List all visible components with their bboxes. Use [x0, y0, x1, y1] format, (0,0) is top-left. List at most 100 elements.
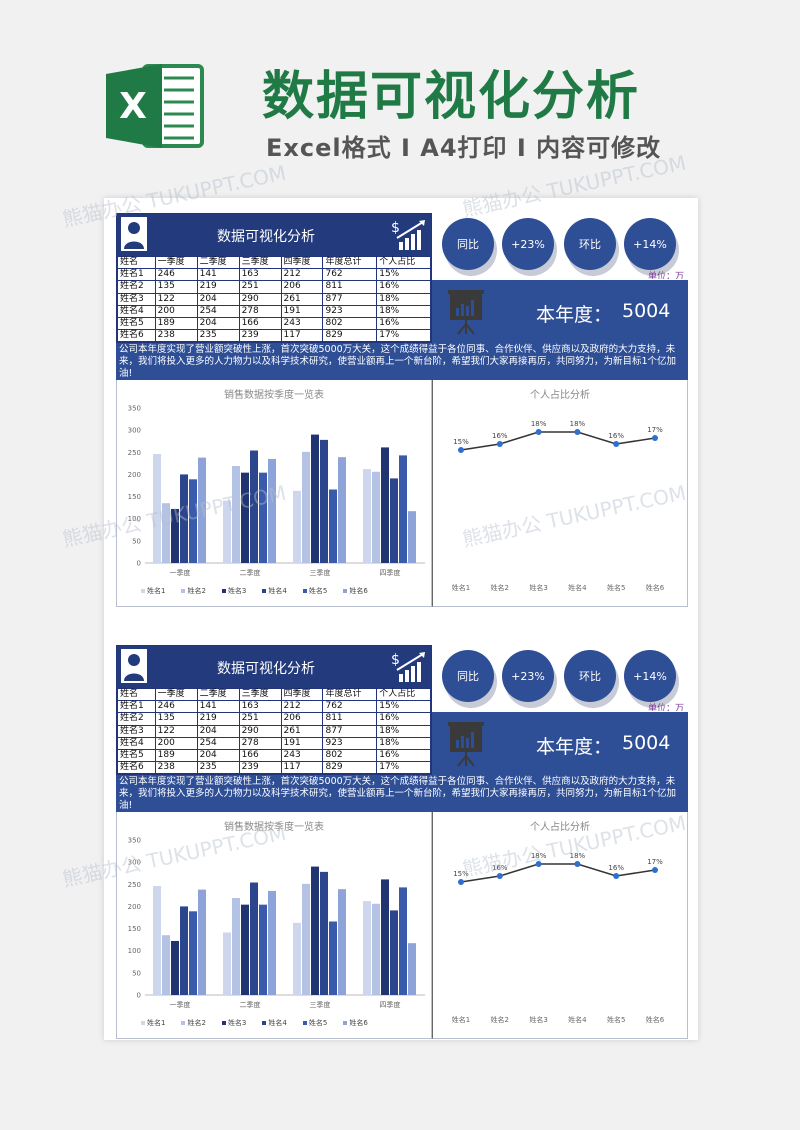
table-cell[interactable]: 802 [322, 316, 378, 331]
table-cell[interactable]: 17% [376, 329, 431, 343]
table-cell[interactable]: 姓名2 [117, 280, 156, 294]
unit-label: 单位：万 [647, 704, 684, 714]
x-category-label: 姓名2 [491, 583, 509, 592]
bar [311, 866, 319, 995]
table-cell[interactable]: 191 [280, 736, 324, 750]
table-cell[interactable]: 200 [154, 304, 198, 318]
table-cell[interactable]: 212 [280, 700, 324, 714]
line-series [460, 863, 656, 883]
table-cell[interactable]: 姓名3 [117, 292, 156, 306]
column-header: 姓名 [117, 255, 156, 270]
table-cell[interactable]: 246 [154, 700, 198, 714]
bar [268, 890, 276, 995]
table-cell[interactable]: 238 [154, 329, 198, 343]
table-cell[interactable]: 219 [196, 712, 240, 726]
table-cell[interactable]: 16% [376, 280, 431, 294]
line-series [460, 431, 656, 451]
table-cell[interactable]: 923 [322, 736, 378, 750]
table-cell[interactable]: 18% [376, 724, 431, 738]
table-cell[interactable]: 163 [238, 268, 282, 282]
table-cell[interactable]: 200 [154, 736, 198, 750]
table-cell[interactable]: 姓名6 [117, 329, 156, 343]
table-cell[interactable]: 姓名5 [117, 316, 156, 331]
table-cell[interactable]: 204 [196, 316, 240, 331]
table-cell[interactable]: 261 [280, 292, 324, 306]
table-cell[interactable]: 15% [376, 268, 431, 282]
table-cell[interactable]: 122 [154, 292, 198, 306]
table-cell[interactable]: 829 [322, 329, 378, 343]
table-cell[interactable]: 191 [280, 304, 324, 318]
table-cell[interactable]: 15% [376, 700, 431, 714]
table-cell[interactable]: 141 [196, 268, 240, 282]
table-cell[interactable]: 219 [196, 280, 240, 294]
table-cell[interactable]: 251 [238, 712, 282, 726]
table-cell[interactable]: 877 [322, 292, 378, 306]
table-cell[interactable]: 290 [238, 292, 282, 306]
column-header: 二季度 [196, 255, 240, 270]
table-cell[interactable]: 278 [238, 736, 282, 750]
table-cell[interactable]: 姓名1 [117, 700, 156, 714]
bar [390, 910, 398, 995]
table-cell[interactable]: 802 [322, 748, 378, 763]
table-cell[interactable]: 122 [154, 724, 198, 738]
table-cell[interactable]: 204 [196, 748, 240, 763]
unit-label: 单位：万 [647, 272, 684, 282]
table-cell[interactable]: 811 [322, 280, 378, 294]
table-cell[interactable]: 189 [154, 316, 198, 331]
table-cell[interactable]: 姓名2 [117, 712, 156, 726]
table-cell[interactable]: 290 [238, 724, 282, 738]
table-cell[interactable]: 829 [322, 761, 378, 775]
column-header: 三季度 [238, 687, 282, 702]
page-subtitle: Excel格式 I A4打印 I 内容可修改 [266, 134, 662, 162]
table-cell[interactable]: 254 [196, 304, 240, 318]
comparison-pills: 同比 +23% 环比 +14% [438, 645, 688, 705]
table-cell[interactable]: 135 [154, 280, 198, 294]
table-cell[interactable]: 姓名6 [117, 761, 156, 775]
table-cell[interactable]: 243 [280, 316, 324, 331]
table-cell[interactable]: 261 [280, 724, 324, 738]
table-cell[interactable]: 166 [238, 316, 282, 331]
table-cell[interactable]: 206 [280, 712, 324, 726]
table-cell[interactable]: 17% [376, 761, 431, 775]
table-cell[interactable]: 239 [238, 761, 282, 775]
table-cell[interactable]: 246 [154, 268, 198, 282]
table-cell[interactable]: 117 [280, 329, 324, 343]
table-cell[interactable]: 姓名4 [117, 736, 156, 750]
table-cell[interactable]: 189 [154, 748, 198, 763]
table-cell[interactable]: 117 [280, 761, 324, 775]
table-cell[interactable]: 姓名3 [117, 724, 156, 738]
table-cell[interactable]: 811 [322, 712, 378, 726]
column-header: 四季度 [280, 687, 324, 702]
table-cell[interactable]: 204 [196, 724, 240, 738]
table-cell[interactable]: 235 [196, 329, 240, 343]
table-cell[interactable]: 235 [196, 761, 240, 775]
table-cell[interactable]: 16% [376, 316, 431, 331]
table-cell[interactable]: 762 [322, 268, 378, 282]
line-point [574, 861, 581, 867]
bar [311, 434, 319, 563]
table-cell[interactable]: 204 [196, 292, 240, 306]
table-cell[interactable]: 姓名1 [117, 268, 156, 282]
table-cell[interactable]: 姓名5 [117, 748, 156, 763]
table-cell[interactable]: 166 [238, 748, 282, 763]
table-cell[interactable]: 206 [280, 280, 324, 294]
table-cell[interactable]: 278 [238, 304, 282, 318]
table-cell[interactable]: 18% [376, 736, 431, 750]
table-cell[interactable]: 16% [376, 748, 431, 763]
table-cell[interactable]: 243 [280, 748, 324, 763]
table-cell[interactable]: 18% [376, 292, 431, 306]
table-cell[interactable]: 238 [154, 761, 198, 775]
table-cell[interactable]: 姓名4 [117, 304, 156, 318]
table-cell[interactable]: 18% [376, 304, 431, 318]
table-cell[interactable]: 254 [196, 736, 240, 750]
table-cell[interactable]: 762 [322, 700, 378, 714]
table-cell[interactable]: 923 [322, 304, 378, 318]
table-cell[interactable]: 141 [196, 700, 240, 714]
table-cell[interactable]: 16% [376, 712, 431, 726]
table-cell[interactable]: 877 [322, 724, 378, 738]
table-cell[interactable]: 212 [280, 268, 324, 282]
table-cell[interactable]: 163 [238, 700, 282, 714]
table-cell[interactable]: 239 [238, 329, 282, 343]
table-cell[interactable]: 135 [154, 712, 198, 726]
table-cell[interactable]: 251 [238, 280, 282, 294]
